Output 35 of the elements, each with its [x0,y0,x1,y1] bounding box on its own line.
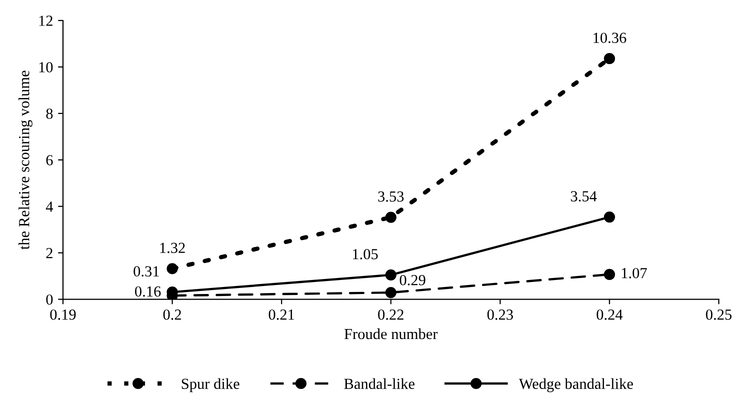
y-tick-label: 6 [46,155,53,166]
data-label: 1.32 [160,242,185,254]
data-label: 10.36 [594,32,626,44]
data-label: 1.05 [352,248,378,260]
x-tick-label: 0.23 [487,309,513,320]
data-label: 0.29 [400,274,426,286]
point [385,269,396,280]
legend-label: Bandal-like [344,378,414,390]
y-tick-label: 4 [46,202,54,212]
x-tick-label: 0.22 [378,309,404,320]
x-tick-label: 0.25 [706,309,732,320]
legend-label: Spur dike [182,378,240,392]
y-tick-label: 10 [39,62,53,72]
x-tick-label: 0.19 [50,309,76,320]
point [604,53,616,64]
y-tick-label: 12 [39,16,52,26]
y-tick-label: 2 [46,248,52,258]
point [385,287,396,298]
point [385,212,396,223]
data-label: 3.54 [570,191,597,202]
data-label: 0.31 [134,266,159,277]
point [604,212,616,223]
y-tick-label: 0 [46,294,53,305]
x-tick-label: 0.2 [163,309,181,320]
point [604,268,616,280]
point [166,263,178,274]
data-label: 0.16 [135,286,161,297]
data-label: 3.53 [378,191,404,202]
x-axis-title: Froude number [344,328,438,340]
x-tick-label: 0.21 [268,309,294,320]
y-tick-label: 8 [46,108,53,119]
data-label: 1.07 [622,268,647,278]
x-tick-label: 0.24 [596,309,623,320]
y-axis-title: the Relative scouring volume [18,70,32,250]
legend-label: Wedge bandal-like [518,378,633,392]
